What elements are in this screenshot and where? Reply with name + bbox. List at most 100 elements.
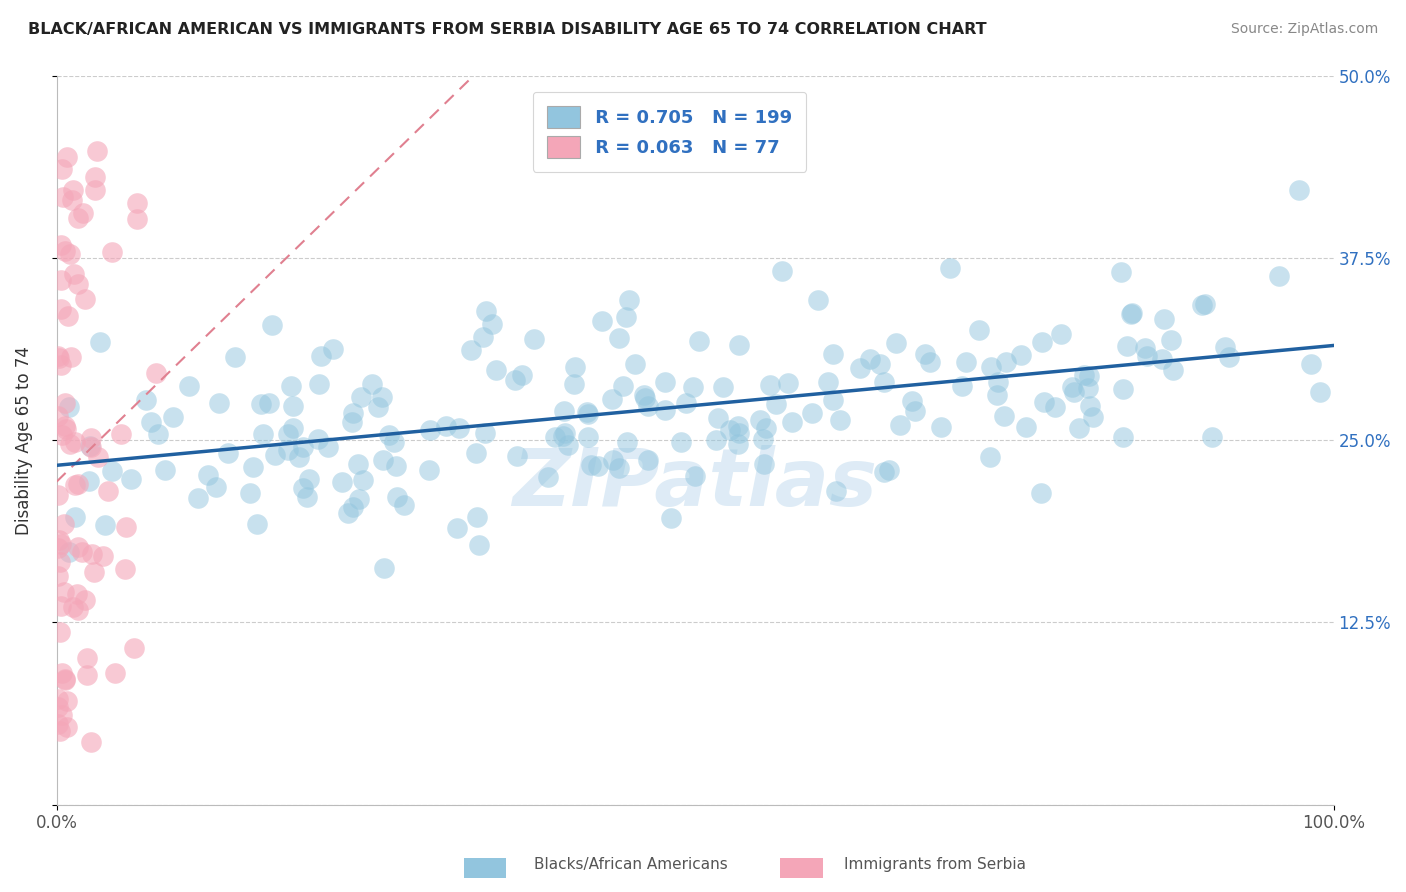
Point bbox=[177, 378, 200, 392]
Point bbox=[1267, 268, 1289, 283]
Point bbox=[120, 472, 142, 486]
Point bbox=[371, 391, 394, 405]
Point bbox=[367, 401, 389, 415]
Point bbox=[770, 264, 793, 278]
Point bbox=[257, 396, 280, 410]
Point bbox=[52, 516, 75, 531]
Point bbox=[955, 355, 977, 369]
Point bbox=[79, 439, 101, 453]
Point bbox=[419, 423, 441, 437]
Point bbox=[66, 587, 89, 601]
Point bbox=[263, 448, 285, 462]
Point bbox=[821, 347, 844, 361]
Point bbox=[1116, 339, 1139, 353]
Point bbox=[84, 183, 107, 197]
Point bbox=[591, 314, 613, 328]
Point bbox=[76, 650, 98, 665]
Point bbox=[153, 463, 176, 477]
Point bbox=[97, 483, 120, 498]
Point bbox=[481, 317, 503, 331]
Point bbox=[1160, 333, 1182, 347]
Point bbox=[759, 377, 782, 392]
Point bbox=[292, 440, 315, 454]
Point bbox=[246, 516, 269, 531]
Point bbox=[967, 323, 990, 337]
Point bbox=[821, 393, 844, 408]
Point bbox=[706, 433, 728, 447]
Point bbox=[602, 452, 624, 467]
Point bbox=[468, 538, 491, 552]
Point bbox=[1060, 379, 1083, 393]
Point bbox=[782, 416, 804, 430]
Point bbox=[46, 541, 69, 556]
Point bbox=[51, 302, 73, 317]
Point bbox=[505, 373, 527, 387]
Point bbox=[575, 404, 598, 418]
Point bbox=[114, 562, 136, 576]
Point bbox=[1073, 368, 1095, 382]
Point bbox=[283, 421, 305, 435]
Point bbox=[53, 673, 76, 688]
Point bbox=[1031, 334, 1053, 349]
Point bbox=[979, 450, 1001, 464]
Point bbox=[135, 393, 157, 408]
Text: Immigrants from Serbia: Immigrants from Serbia bbox=[844, 857, 1025, 872]
Point bbox=[537, 470, 560, 484]
Point bbox=[62, 599, 84, 614]
Point bbox=[53, 419, 76, 434]
Point bbox=[148, 427, 170, 442]
Point bbox=[467, 510, 489, 524]
Point bbox=[347, 457, 370, 471]
Point bbox=[350, 390, 373, 404]
Point bbox=[624, 357, 647, 371]
Point bbox=[1063, 384, 1085, 399]
Point bbox=[727, 338, 749, 352]
Point bbox=[1078, 399, 1101, 413]
Point bbox=[682, 380, 704, 394]
Point bbox=[619, 293, 641, 307]
Point bbox=[277, 442, 299, 457]
Point bbox=[204, 480, 226, 494]
Point bbox=[825, 483, 848, 498]
Point bbox=[637, 452, 659, 467]
Point bbox=[277, 426, 299, 441]
Point bbox=[576, 430, 599, 444]
Point bbox=[63, 510, 86, 524]
Point bbox=[752, 432, 775, 446]
Point bbox=[86, 144, 108, 158]
Point bbox=[110, 426, 132, 441]
Point bbox=[51, 707, 73, 722]
Text: BLACK/AFRICAN AMERICAN VS IMMIGRANTS FROM SERBIA DISABILITY AGE 65 TO 74 CORRELA: BLACK/AFRICAN AMERICAN VS IMMIGRANTS FRO… bbox=[28, 22, 987, 37]
Point bbox=[58, 545, 80, 559]
Point bbox=[48, 533, 70, 547]
Point bbox=[901, 394, 924, 409]
Point bbox=[46, 409, 69, 423]
Point bbox=[46, 568, 69, 582]
Point bbox=[83, 169, 105, 184]
Point bbox=[52, 190, 75, 204]
Point bbox=[447, 420, 470, 434]
Point bbox=[385, 490, 408, 504]
Point bbox=[1112, 430, 1135, 444]
Point bbox=[859, 352, 882, 367]
Point bbox=[873, 376, 896, 390]
Point bbox=[434, 419, 457, 434]
Point bbox=[506, 450, 529, 464]
Point bbox=[1288, 183, 1310, 197]
Point bbox=[77, 474, 100, 488]
Point bbox=[93, 518, 115, 533]
Point bbox=[49, 599, 72, 614]
Point bbox=[373, 561, 395, 575]
Point bbox=[297, 490, 319, 504]
Point bbox=[993, 409, 1015, 423]
Point bbox=[378, 428, 401, 442]
Point bbox=[46, 692, 69, 706]
Point bbox=[707, 410, 730, 425]
Point bbox=[330, 475, 353, 490]
Point bbox=[446, 521, 468, 535]
Point bbox=[884, 335, 907, 350]
Point bbox=[187, 491, 209, 505]
Point bbox=[46, 488, 69, 502]
Point bbox=[523, 332, 546, 346]
Point bbox=[510, 368, 533, 383]
